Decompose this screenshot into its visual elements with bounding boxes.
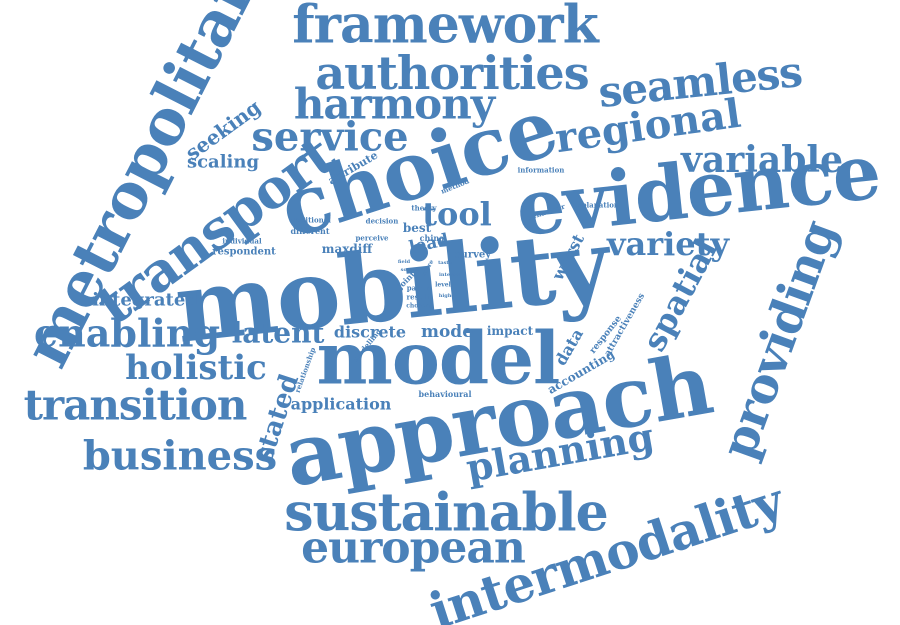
cloud-word-transition: transition: [24, 381, 247, 430]
cloud-word-holistic: holistic: [125, 348, 267, 388]
cloud-word-decision: decision: [366, 217, 399, 226]
cloud-word-chosen: chosen: [406, 303, 430, 310]
cloud-word-higher: higher: [439, 293, 458, 299]
cloud-word-individual: individual: [222, 237, 262, 246]
cloud-word-respondent: respondent: [212, 247, 276, 258]
cloud-word-integrated: integrated: [92, 290, 198, 311]
cloud-word-latent: latent: [232, 317, 325, 350]
cloud-word-explanation: explanation: [573, 201, 619, 210]
cloud-word-traditional: traditional: [289, 216, 331, 225]
cloud-word-harmony: harmony: [294, 80, 497, 129]
cloud-word-behavioural: behavioural: [419, 389, 472, 399]
cloud-word-variable: variable: [680, 139, 843, 181]
cloud-word-different: different: [290, 226, 329, 236]
cloud-word-mode: mode: [421, 322, 473, 342]
cloud-word-model: model: [317, 316, 560, 401]
cloud-word-information: information: [518, 166, 565, 175]
cloud-word-interest: interest: [439, 272, 462, 278]
cloud-word-business: business: [83, 433, 277, 480]
cloud-word-source: source: [401, 267, 420, 273]
cloud-word-tool: tool: [422, 195, 492, 233]
cloud-word-scaling: scaling: [187, 152, 260, 173]
cloud-word-result: result: [406, 293, 430, 302]
cloud-word-field: field: [398, 259, 411, 265]
cloud-word-service: service: [251, 114, 408, 161]
cloud-word-best: best: [403, 221, 432, 235]
cloud-word-discrete: discrete: [334, 323, 406, 342]
cloud-word-impact: impact: [487, 324, 534, 338]
cloud-word-taste: taste: [438, 260, 452, 266]
cloud-word-enabling: enabling: [34, 311, 220, 356]
cloud-word-application: application: [291, 395, 392, 414]
cloud-word-european: european: [301, 523, 525, 574]
cloud-word-authorities: authorities: [315, 46, 588, 100]
cloud-word-paper: paper: [407, 284, 430, 293]
cloud-word-perceive: perceive: [356, 234, 389, 243]
cloud-word-maxdiff: maxdiff: [322, 242, 374, 256]
cloud-word-relationship: relationship: [293, 346, 318, 394]
cloud-word-variety: variety: [606, 225, 730, 263]
cloud-word-sustainable: sustainable: [284, 483, 608, 544]
cloud-word-china: china: [420, 233, 445, 243]
cloud-word-framework: framework: [292, 0, 599, 56]
cloud-word-survey: survey: [455, 250, 492, 261]
cloud-word-theory: theory: [411, 204, 437, 213]
cloud-word-level: level: [435, 282, 451, 289]
cloud-word-providing: providing: [710, 213, 848, 466]
